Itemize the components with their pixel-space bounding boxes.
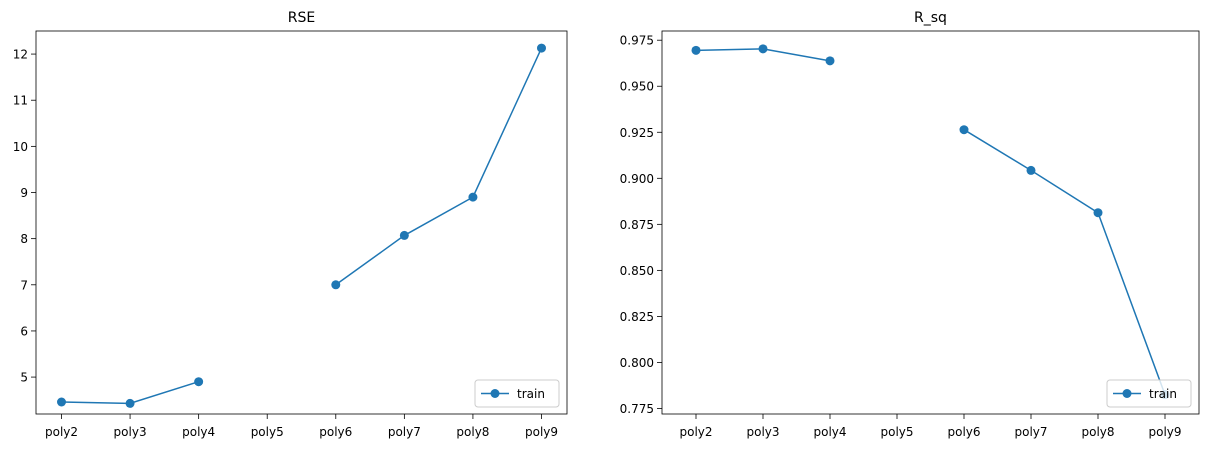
legend-marker [490, 389, 500, 398]
y-tick-label: 6 [20, 324, 28, 338]
y-tick-label: 0.800 [620, 356, 654, 370]
data-point [468, 192, 478, 202]
data-point [758, 44, 768, 54]
x-tick-label: poly2 [679, 425, 712, 439]
data-point [399, 230, 409, 240]
chart-title: RSE [288, 10, 315, 26]
x-tick-label: poly7 [388, 425, 421, 439]
x-tick-label: poly7 [1014, 425, 1047, 439]
data-point [194, 377, 204, 387]
x-tick-label: poly8 [456, 425, 489, 439]
series-line [335, 47, 543, 286]
y-tick-label: 5 [20, 371, 28, 385]
data-point [825, 56, 835, 66]
y-tick-label: 8 [20, 232, 28, 246]
data-point [1026, 165, 1036, 175]
data-point [125, 398, 135, 408]
x-tick-label: poly9 [1148, 425, 1181, 439]
legend-box [1106, 379, 1192, 408]
x-tick-label: poly6 [319, 425, 352, 439]
x-tick-label: poly5 [880, 425, 913, 439]
data-point [691, 45, 701, 55]
legend-marker [1122, 389, 1132, 398]
y-tick-label: 0.950 [620, 80, 654, 94]
x-tick-label: poly3 [114, 425, 147, 439]
y-tick-label: 0.875 [620, 218, 654, 232]
y-tick-label: 12 [13, 48, 28, 62]
legend: train [474, 379, 560, 408]
x-tick-label: poly9 [525, 425, 558, 439]
x-tick-label: poly8 [1081, 425, 1114, 439]
y-tick-label: 0.825 [620, 310, 654, 324]
y-tick-label: 9 [20, 186, 28, 200]
legend-box [474, 379, 560, 408]
x-tick-label: poly6 [947, 425, 980, 439]
legend-label: train [1149, 387, 1177, 401]
x-tick-label: poly2 [45, 425, 78, 439]
y-tick-label: 11 [13, 94, 28, 108]
chart-title: R_sq [914, 10, 947, 26]
data-point [959, 125, 969, 135]
chart-rse: RSE 5 6 7 8 9 10 11 12 poly2 poly3 poly4 poly5 poly6 p… [13, 10, 568, 439]
y-tick-label: 0.975 [620, 34, 654, 48]
y-tick-label: 0.775 [620, 402, 654, 416]
x-tick-label: poly5 [251, 425, 284, 439]
x-tick-label: poly4 [182, 425, 215, 439]
legend: train [1106, 379, 1192, 408]
data-point [331, 280, 341, 290]
data-point [57, 397, 66, 407]
x-tick-label: poly4 [813, 425, 846, 439]
y-tick-label: 7 [20, 278, 28, 292]
plot-frame [35, 30, 568, 415]
series-line [963, 129, 1166, 395]
legend-label: train [517, 387, 545, 401]
y-tick-label: 10 [13, 140, 28, 154]
y-tick-label: 0.900 [620, 172, 654, 186]
y-tick-label: 0.925 [620, 126, 654, 140]
data-point [537, 43, 546, 53]
chart-r-sq: R_sq 0.775 0.800 0.825 0.850 0.875 0.900 0.925 0… [620, 10, 1200, 439]
data-point [1093, 208, 1103, 218]
y-tick-label: 0.850 [620, 264, 654, 278]
x-tick-label: poly3 [746, 425, 779, 439]
plot-frame [661, 30, 1200, 415]
